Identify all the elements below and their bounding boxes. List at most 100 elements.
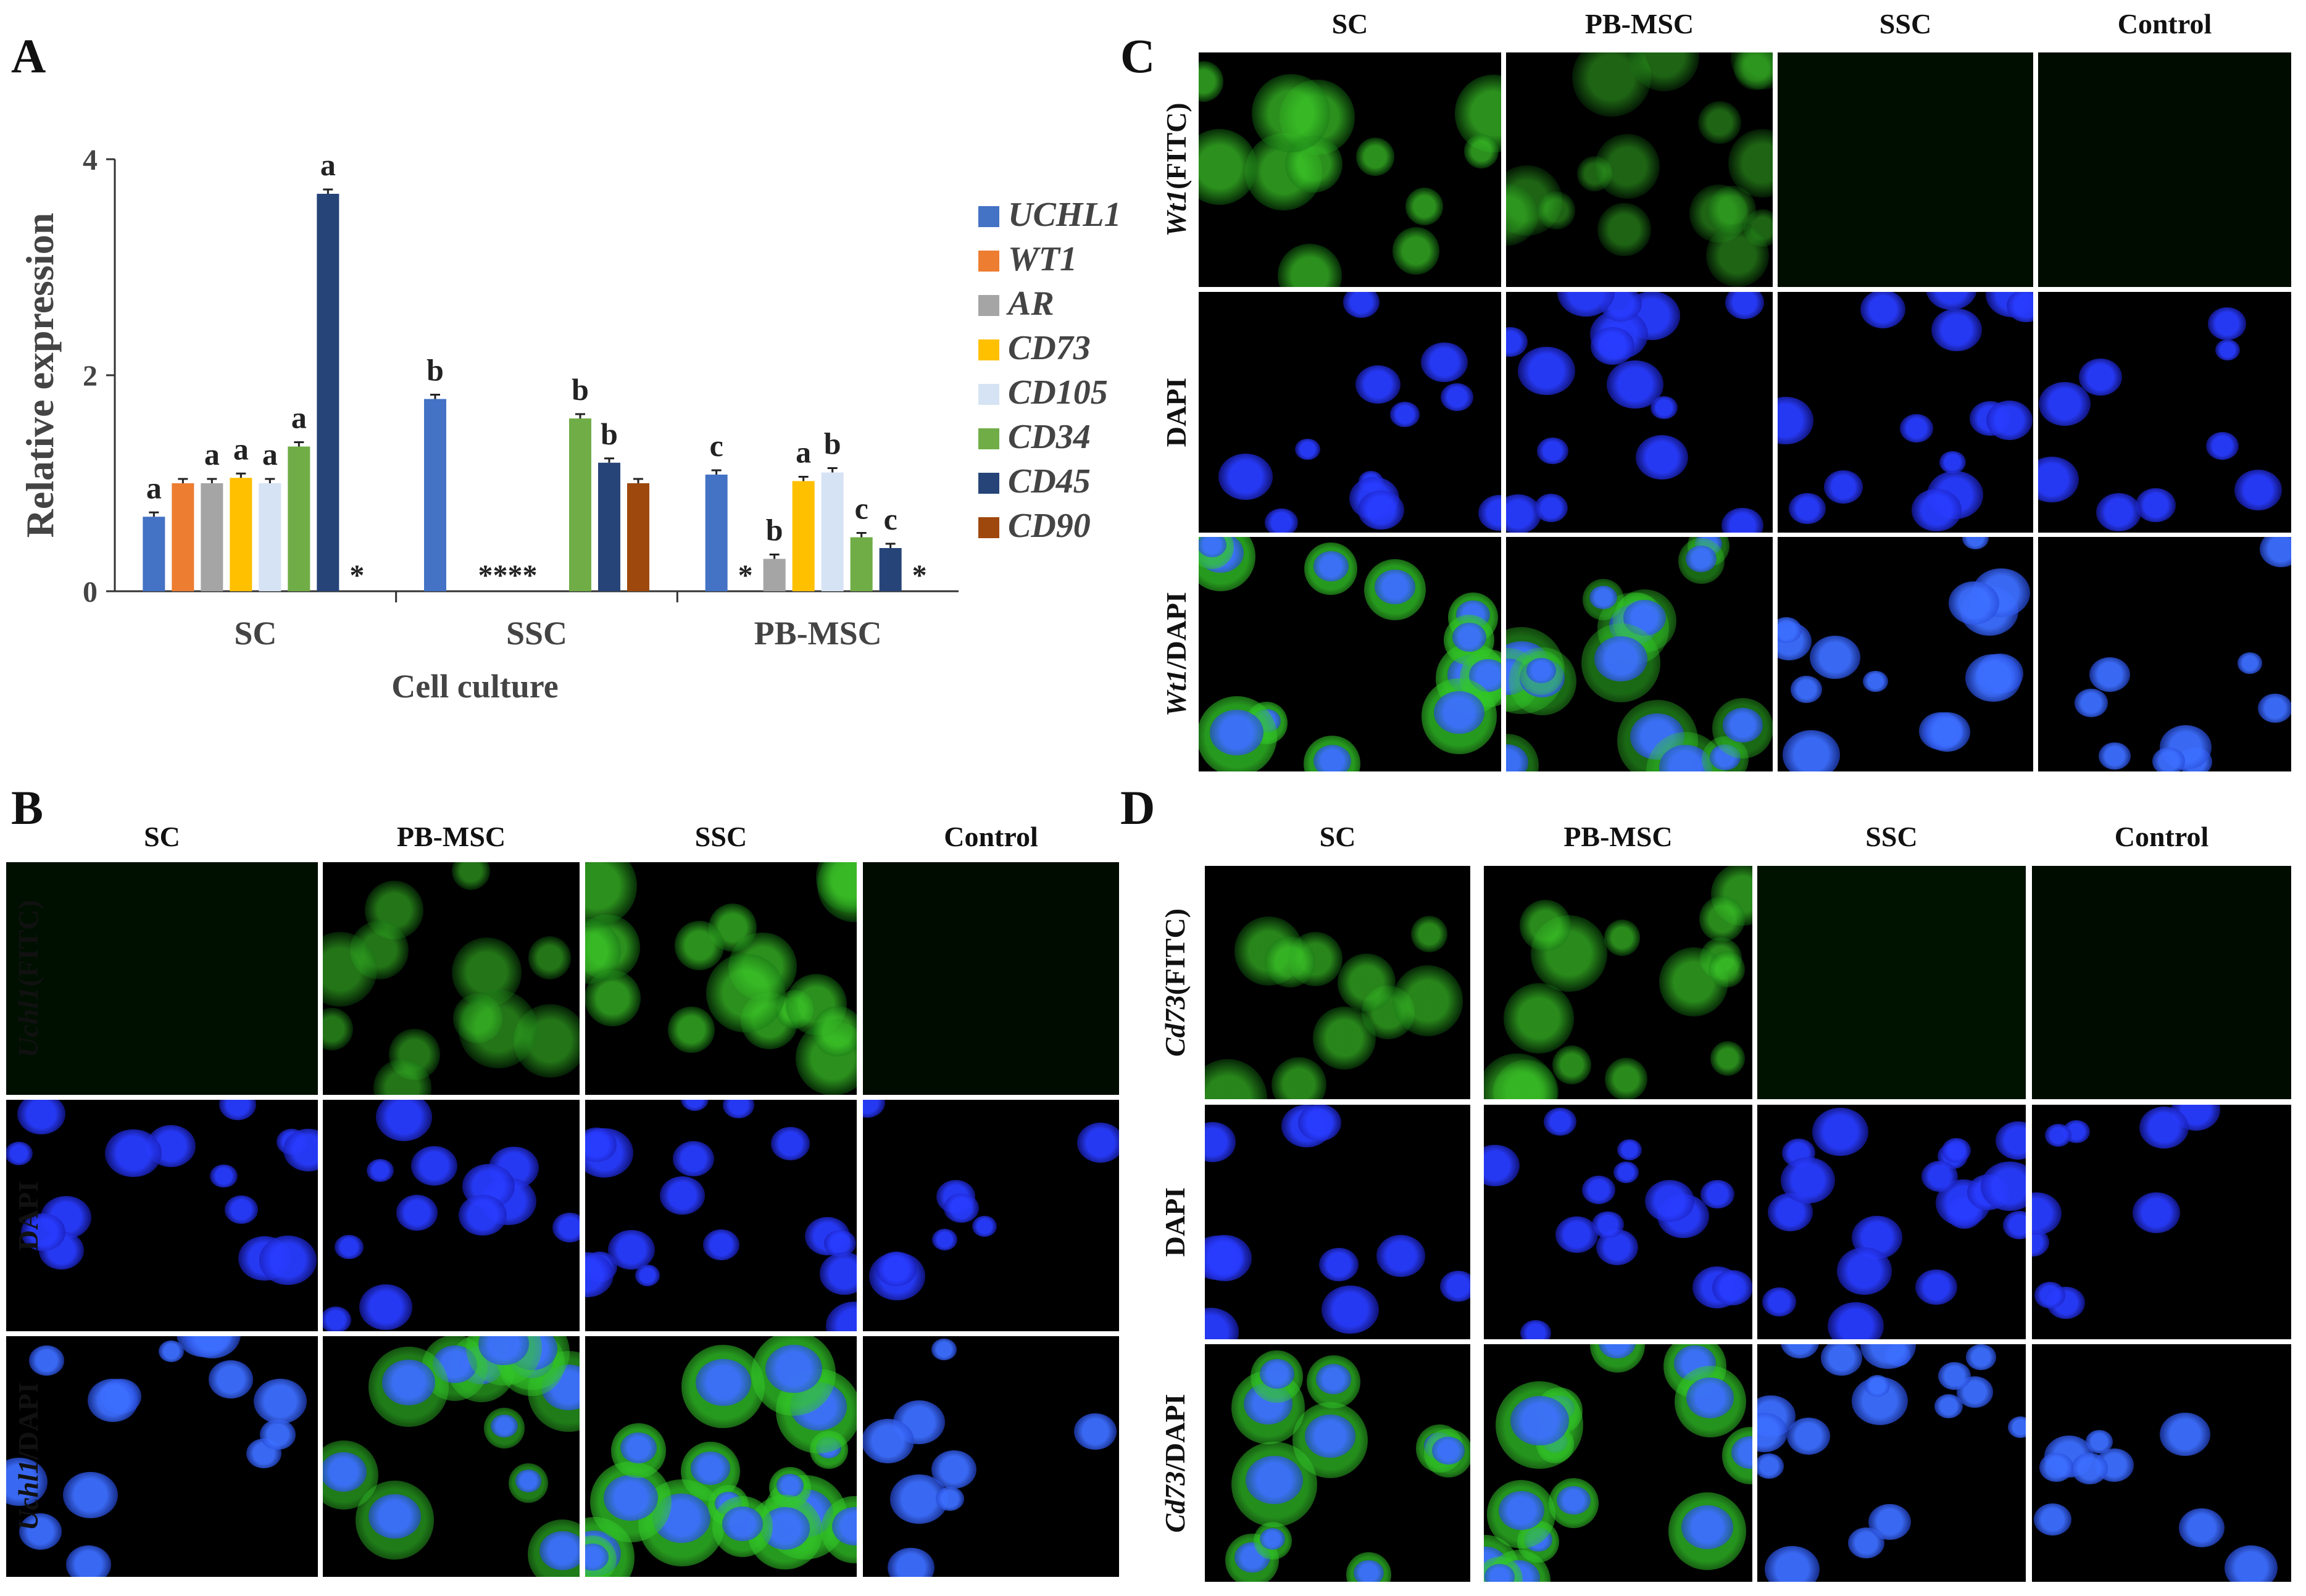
significance-letter: c	[884, 502, 897, 536]
bar	[259, 483, 281, 591]
bar	[230, 478, 252, 591]
legend-entry: CD105	[1008, 373, 1108, 412]
micrograph-tile	[1757, 866, 2026, 1099]
micrograph-tile	[1484, 1344, 1752, 1582]
bar	[705, 475, 728, 591]
row-header: Cd73/DAPI	[1159, 1394, 1191, 1532]
column-header: Control	[944, 821, 1038, 852]
legend-entry: CD73	[1008, 329, 1091, 367]
micrograph-tile	[2038, 52, 2291, 287]
significance-letter: a	[233, 431, 249, 466]
column-header: PB-MSC	[1584, 8, 1694, 39]
bar	[201, 483, 223, 591]
micrograph-tile	[585, 862, 857, 1095]
micrograph-tile	[585, 1100, 857, 1331]
bar	[850, 537, 873, 591]
significance-letter: a	[262, 437, 278, 472]
y-tick-label: 4	[83, 144, 98, 177]
micrograph-tile	[1757, 1344, 2026, 1582]
significance-letter: a	[146, 470, 162, 505]
micrograph-tile	[2038, 292, 2291, 533]
significance-letter: c	[855, 491, 868, 526]
y-tick-label: 0	[83, 576, 98, 609]
bar	[317, 194, 339, 591]
y-axis-label: Relative expression	[18, 213, 62, 538]
bar	[569, 418, 591, 591]
row-header: DAPI	[1159, 1187, 1191, 1257]
significance-letter: b	[427, 353, 444, 388]
significance-letter: c	[710, 428, 723, 463]
row-header: Uchl1/DAPI	[12, 1382, 44, 1531]
legend-swatch	[978, 384, 999, 405]
bar	[598, 462, 620, 591]
micrograph-tile	[1199, 292, 1501, 533]
panel-label-a: A	[11, 29, 46, 83]
micrograph-tile	[1506, 537, 1773, 771]
column-header: PB-MSC	[396, 821, 506, 852]
micrograph-tile	[1205, 866, 1470, 1099]
bar	[821, 472, 844, 591]
micrograph-tile	[1484, 1105, 1752, 1339]
legend-entry: CD34	[1008, 418, 1091, 456]
micrograph-tile	[6, 1336, 318, 1577]
legend-entry: AR	[1006, 285, 1054, 323]
significance-letter: a	[204, 437, 220, 472]
micrograph-tile	[1778, 52, 2033, 287]
significance-letter: a	[291, 401, 307, 435]
significance-letter: b	[766, 513, 783, 547]
row-header: Wt1/DAPI	[1160, 592, 1192, 717]
micrograph-tile	[863, 862, 1119, 1095]
x-category-label: SSC	[506, 615, 567, 652]
bar	[288, 446, 310, 591]
micrograph-tile	[1757, 1105, 2026, 1339]
column-header: Control	[2114, 821, 2209, 852]
y-tick-label: 2	[83, 360, 98, 393]
micrograph-tile	[1199, 52, 1501, 287]
micrograph-tile	[323, 862, 580, 1095]
legend-swatch	[978, 251, 999, 272]
micrograph-tile	[1199, 537, 1501, 771]
x-category-label: PB-MSC	[754, 615, 882, 652]
micrograph-tile	[1506, 52, 1773, 287]
asterisk-annotation: ****	[478, 559, 538, 592]
row-header: DAPI	[12, 1181, 44, 1250]
micrograph-tile	[1484, 866, 1752, 1099]
column-header: SSC	[1865, 821, 1918, 852]
legend-entry: UCHL1	[1008, 196, 1122, 234]
bar	[792, 481, 815, 591]
legend-swatch	[978, 428, 999, 449]
significance-letter: a	[320, 148, 336, 182]
significance-letter: b	[601, 417, 618, 451]
legend-swatch	[978, 295, 999, 316]
micrograph-tile	[1778, 537, 2033, 771]
bar	[172, 483, 194, 591]
legend-swatch	[978, 206, 999, 227]
column-header: SC	[1331, 8, 1368, 39]
asterisk-annotation: *	[349, 559, 364, 592]
bar	[879, 548, 902, 591]
column-header: SSC	[1879, 8, 1932, 39]
column-header: SC	[144, 821, 180, 852]
asterisk-annotation: *	[738, 559, 753, 592]
legend-entry: CD90	[1008, 507, 1091, 545]
micrograph-tile	[323, 1100, 580, 1331]
row-header: Wt1(FITC)	[1160, 102, 1192, 237]
micrograph-tile	[2038, 537, 2291, 771]
legend-swatch	[978, 517, 999, 538]
panel-label-c: C	[1120, 29, 1155, 83]
panel-label-d: D	[1120, 781, 1155, 834]
micrograph-tile	[863, 1100, 1119, 1331]
row-header: DAPI	[1160, 377, 1192, 447]
micrograph-tile	[585, 1336, 857, 1577]
asterisk-annotation: *	[912, 559, 927, 592]
micrograph-tile	[1205, 1344, 1470, 1582]
micrograph-tile	[2032, 866, 2291, 1099]
bar	[424, 399, 446, 591]
micrograph-tile	[323, 1336, 580, 1577]
x-category-label: SC	[234, 615, 277, 652]
legend-swatch	[978, 339, 999, 360]
row-header: Cd73(FITC)	[1159, 908, 1191, 1057]
micrograph-tile	[2032, 1344, 2291, 1582]
